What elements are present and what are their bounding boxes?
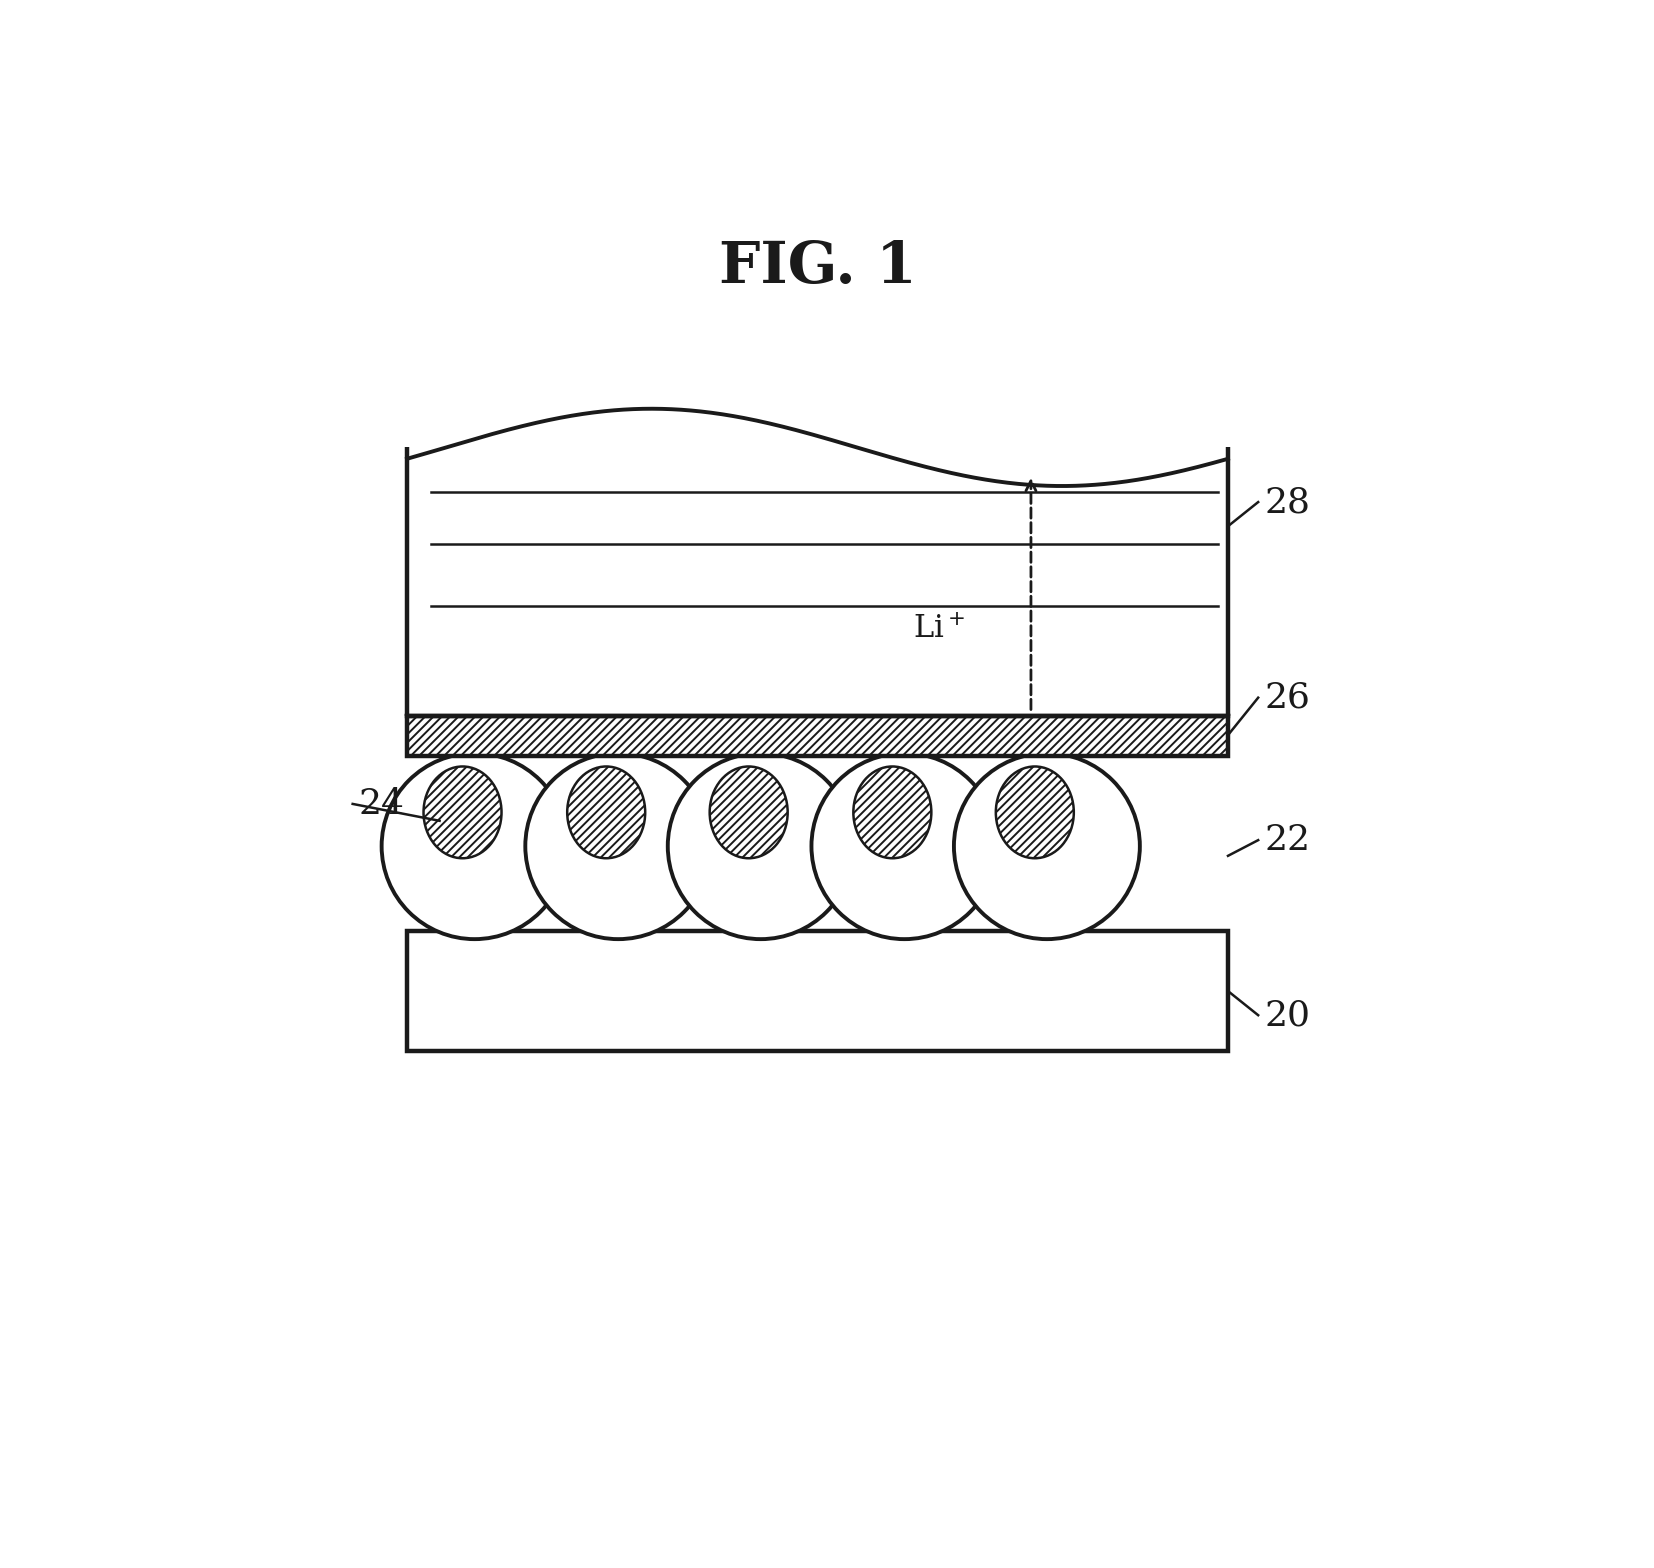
Ellipse shape xyxy=(567,767,645,858)
Ellipse shape xyxy=(853,767,931,858)
Circle shape xyxy=(812,753,997,939)
Text: 24: 24 xyxy=(359,787,405,822)
Ellipse shape xyxy=(710,767,787,858)
Circle shape xyxy=(954,753,1140,939)
Text: 22: 22 xyxy=(1264,823,1310,858)
Circle shape xyxy=(668,753,853,939)
Ellipse shape xyxy=(423,767,501,858)
Ellipse shape xyxy=(996,767,1073,858)
Bar xyxy=(407,931,1227,1052)
Circle shape xyxy=(382,753,567,939)
Bar xyxy=(407,715,1227,756)
Text: 26: 26 xyxy=(1264,681,1310,715)
Text: Li$^+$: Li$^+$ xyxy=(913,613,966,644)
Text: 20: 20 xyxy=(1264,999,1310,1032)
Text: 28: 28 xyxy=(1264,485,1310,519)
Text: FIG. 1: FIG. 1 xyxy=(718,238,916,295)
Circle shape xyxy=(526,753,711,939)
